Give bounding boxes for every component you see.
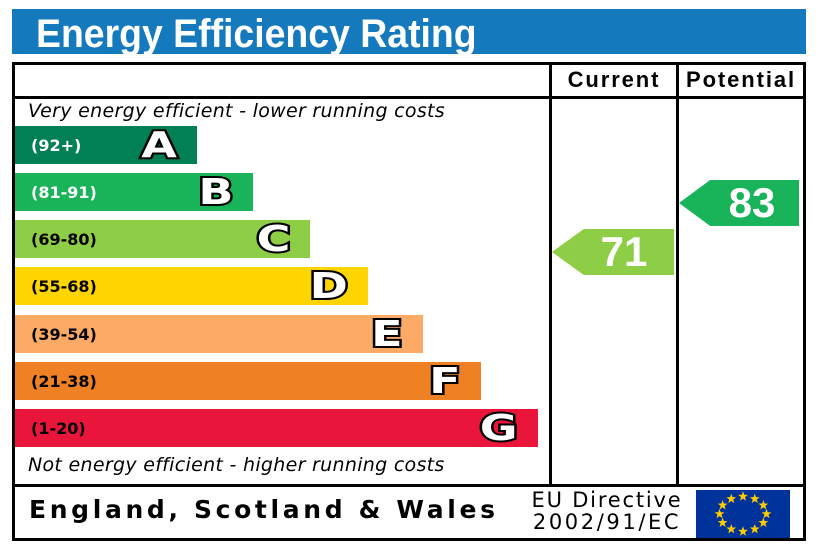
eu-flag [696,490,790,538]
band-c-letter: C [254,218,293,261]
band-a: (92+) A [15,124,197,167]
band-d: (55-68) D [15,265,368,308]
footer-region-label: England, Scotland & Wales [29,495,499,524]
caption-not-efficient: Not energy efficient - higher running co… [28,454,445,476]
band-b: (81-91) B [15,171,253,214]
eu-flag-star [749,493,760,504]
potential-column-divider [676,62,679,487]
header-separator-line [12,96,806,99]
band-f-range: (21-38) [31,372,97,391]
eu-flag-star [726,493,737,504]
eu-flag-star [717,500,728,510]
eu-directive-line2: 2002/91/EC [532,510,682,534]
band-g-range: (1-20) [31,419,86,438]
band-g-letter: G [478,407,521,450]
band-f: (21-38) F [15,360,481,403]
eu-directive-line1: EU Directive [531,488,683,512]
band-e-letter: E [369,313,406,356]
current-rating-value: 71 [600,228,648,275]
band-b-letter: B [195,171,235,214]
band-a-range: (92+) [31,136,82,155]
band-c: (69-80) C [15,218,310,261]
column-header-current: Current [567,67,661,92]
band-a-letter: A [139,124,180,167]
current-column-divider [549,62,552,487]
band-d-range: (55-68) [31,277,97,296]
footer-separator-line [12,484,806,487]
eu-flag-star [738,526,748,536]
column-header-potential: Potential [686,67,796,92]
band-b-range: (81-91) [31,183,97,202]
band-g: (1-20) G [15,407,538,450]
potential-rating-value: 83 [728,179,776,226]
band-e: (39-54) E [15,313,423,356]
title-bar: Energy Efficiency Rating [12,9,806,56]
eu-flag-star [749,523,760,534]
band-c-range: (69-80) [31,230,97,249]
eu-flag-star [714,508,725,519]
eu-flag-star [726,523,737,534]
eu-flag-star [761,508,772,519]
eu-flag-star [738,491,748,501]
eu-flag-star [758,517,769,527]
page-title: Energy Efficiency Rating [36,12,477,56]
band-d-letter: D [307,265,350,308]
eu-flag-star [758,500,769,510]
caption-very-efficient: Very energy efficient - lower running co… [28,100,445,122]
eu-flag-star [717,517,728,527]
band-f-letter: F [427,360,464,403]
band-e-range: (39-54) [31,325,97,344]
footer-eu-directive: EU Directive 2002/91/EC [531,489,683,533]
